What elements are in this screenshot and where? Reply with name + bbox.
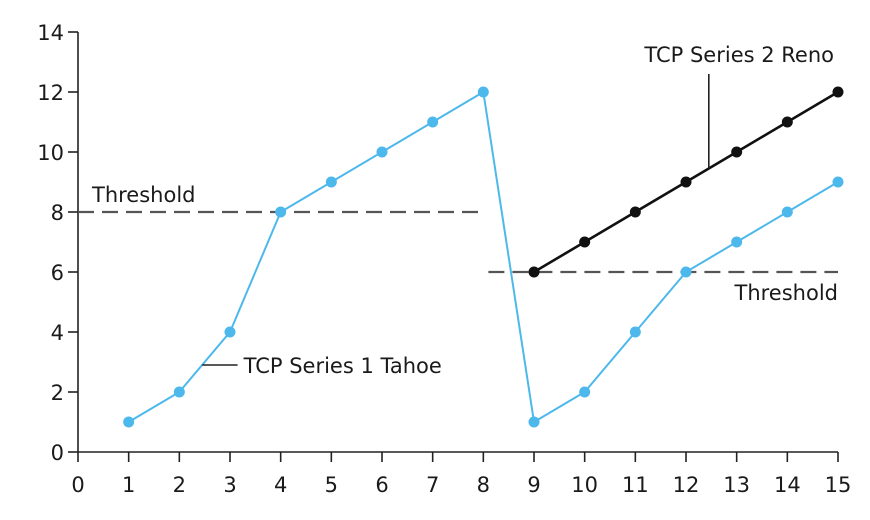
data-point — [477, 86, 489, 98]
series-label-reno: TCP Series 2 Reno — [643, 43, 834, 67]
data-point — [528, 416, 540, 428]
data-point — [224, 326, 236, 338]
x-tick-label: 15 — [825, 473, 852, 497]
series-lines — [123, 86, 844, 428]
data-point — [528, 266, 540, 278]
threshold-lines: Threshold Threshold — [78, 183, 838, 305]
x-tick-label: 0 — [71, 473, 84, 497]
data-point — [731, 236, 743, 248]
x-tick-label: 12 — [673, 473, 700, 497]
y-tick-label: 6 — [51, 261, 64, 285]
data-point — [832, 176, 844, 188]
series-label-tahoe: TCP Series 1 Tahoe — [243, 354, 442, 378]
data-point — [275, 206, 287, 218]
x-tick-label: 8 — [477, 473, 490, 497]
threshold-label: Threshold — [734, 281, 839, 305]
data-point — [579, 386, 591, 398]
data-point — [629, 206, 641, 218]
y-tick-label: 4 — [51, 321, 64, 345]
threshold-label: Threshold — [91, 183, 196, 207]
y-tick-label: 2 — [51, 381, 64, 405]
data-point — [376, 146, 388, 158]
x-tick-label: 13 — [723, 473, 750, 497]
data-point — [173, 386, 185, 398]
x-tick-label: 7 — [426, 473, 439, 497]
data-point — [781, 116, 793, 128]
y-tick-label: 14 — [37, 21, 64, 45]
data-point — [731, 146, 743, 158]
x-tick-label: 1 — [122, 473, 135, 497]
y-tick-label: 8 — [51, 201, 64, 225]
data-point — [123, 416, 135, 428]
data-point — [629, 326, 641, 338]
data-point — [781, 206, 793, 218]
y-tick-label: 0 — [51, 441, 64, 465]
y-tick-label: 12 — [37, 81, 64, 105]
x-tick-label: 5 — [325, 473, 338, 497]
annotations: TCP Series 1 Tahoe TCP Series 2 Reno — [202, 43, 834, 378]
series-line — [128, 91, 839, 423]
data-point — [680, 266, 692, 278]
data-point — [832, 86, 844, 98]
x-tick-label: 10 — [571, 473, 598, 497]
data-point — [427, 116, 439, 128]
x-tick-label: 6 — [375, 473, 388, 497]
x-tick-label: 4 — [274, 473, 287, 497]
data-point — [579, 236, 591, 248]
y-tick-label: 10 — [37, 141, 64, 165]
x-tick-label: 14 — [774, 473, 801, 497]
x-tick-label: 9 — [527, 473, 540, 497]
x-tick-label: 11 — [622, 473, 649, 497]
x-tick-label: 3 — [223, 473, 236, 497]
data-point — [680, 176, 692, 188]
data-point — [325, 176, 337, 188]
x-tick-label: 2 — [173, 473, 186, 497]
